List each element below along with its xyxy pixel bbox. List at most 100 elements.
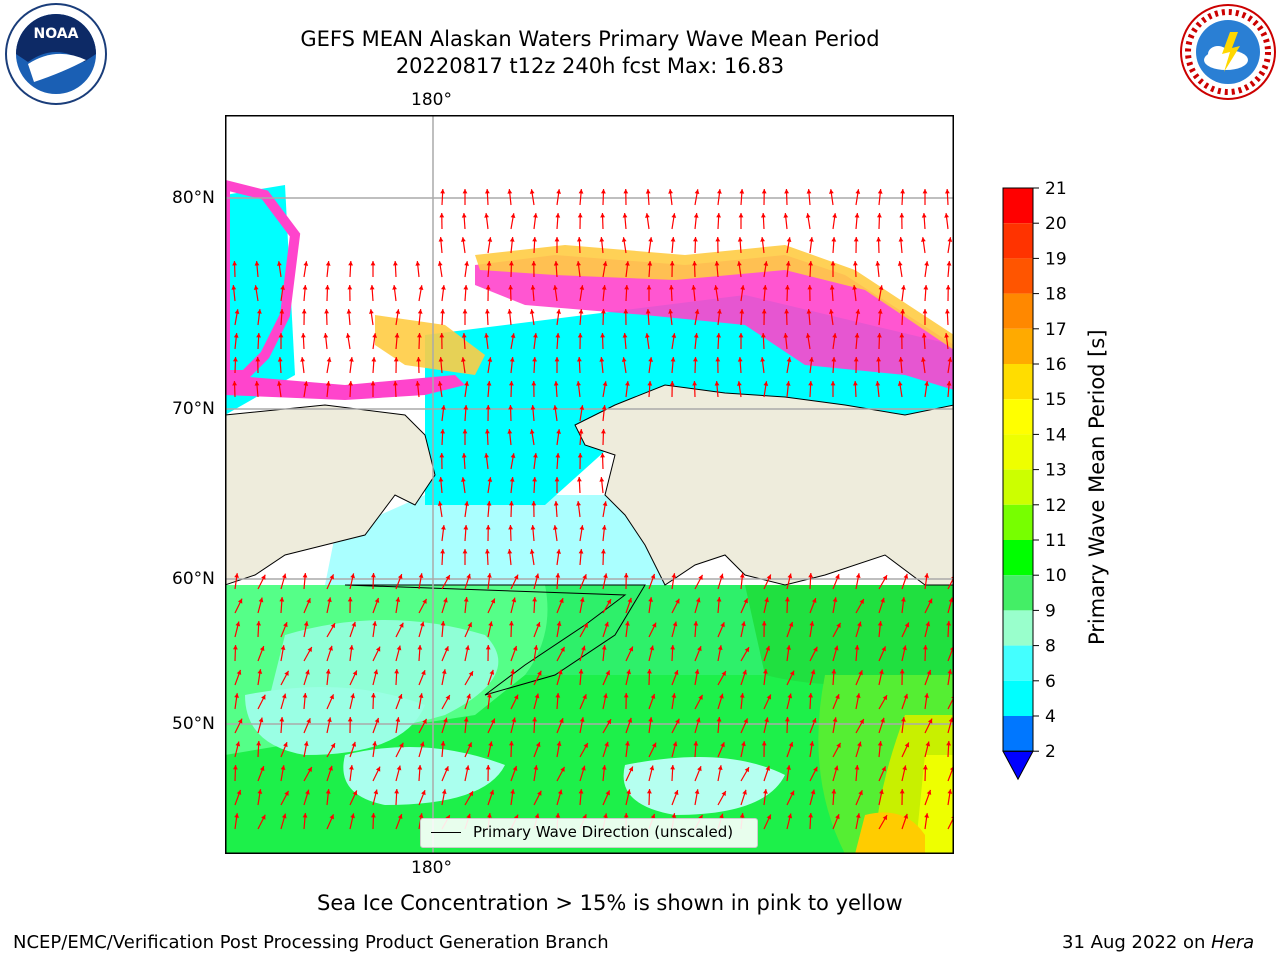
wave-arrow-head bbox=[533, 213, 538, 218]
wave-arrow-head bbox=[417, 765, 423, 770]
wave-arrow-head bbox=[717, 645, 723, 651]
wave-arrow-head bbox=[347, 597, 353, 602]
wave-arrow-head bbox=[716, 213, 722, 218]
wave-arrow-head bbox=[578, 789, 584, 794]
lat-label-70n: 70°N bbox=[172, 399, 215, 419]
wave-arrow-head bbox=[530, 525, 536, 530]
wave-arrow-head bbox=[462, 309, 468, 314]
wave-arrow-head bbox=[486, 501, 492, 506]
wave-arrow-head bbox=[900, 309, 906, 314]
wave-arrow-head bbox=[785, 381, 791, 386]
wave-arrow-head bbox=[601, 525, 607, 530]
wave-arrow-head bbox=[576, 357, 582, 362]
wave-arrow-head bbox=[602, 501, 608, 506]
wave-arrow-head bbox=[921, 333, 927, 338]
wave-arrow-head bbox=[881, 766, 886, 772]
wave-arrow-head bbox=[787, 813, 793, 819]
wave-arrow-head bbox=[877, 309, 883, 314]
wave-arrow-head bbox=[882, 695, 887, 701]
wave-arrow-head bbox=[559, 598, 564, 604]
legend-label: Primary Wave Direction (unscaled) bbox=[473, 823, 734, 841]
wave-arrow-head bbox=[486, 261, 492, 266]
wave-arrow-head bbox=[901, 597, 906, 602]
wave-arrow-head bbox=[832, 333, 837, 338]
legend-line-swatch bbox=[431, 832, 461, 833]
wave-arrow-head bbox=[418, 573, 424, 578]
wave-arrow-head bbox=[578, 669, 584, 674]
wave-arrow-head bbox=[302, 693, 308, 698]
wave-arrow-head bbox=[947, 357, 953, 362]
wave-arrow-head bbox=[419, 741, 425, 747]
wave-arrow-head bbox=[441, 285, 446, 290]
wave-arrow-head bbox=[325, 669, 331, 674]
wave-arrow-head bbox=[419, 621, 425, 627]
wave-arrow-head bbox=[507, 549, 513, 554]
wave-arrow-head bbox=[555, 333, 561, 338]
wave-arrow-head bbox=[485, 765, 491, 770]
svg-text:NOAA: NOAA bbox=[34, 26, 79, 42]
wave-arrow-head bbox=[805, 213, 811, 218]
wave-arrow-head bbox=[556, 429, 561, 434]
wave-arrow-head bbox=[261, 694, 266, 700]
wave-arrow-head bbox=[254, 261, 260, 266]
wave-arrow-head bbox=[555, 813, 561, 818]
wave-arrow-head bbox=[621, 237, 627, 242]
wave-arrow-head bbox=[741, 741, 746, 747]
colorbar-tick-label: 4 bbox=[1045, 707, 1056, 727]
wave-arrow-head bbox=[553, 285, 558, 290]
wave-arrow-head bbox=[604, 621, 609, 627]
wave-arrow-head bbox=[605, 790, 610, 796]
wave-arrow-head bbox=[925, 621, 931, 627]
colorbar-segment bbox=[1003, 504, 1033, 540]
wave-arrow-head bbox=[875, 261, 881, 266]
wave-arrow-head bbox=[739, 189, 745, 194]
wave-arrow-head bbox=[422, 718, 427, 724]
wave-period-map bbox=[225, 115, 954, 858]
wave-arrow-head bbox=[625, 741, 630, 746]
wave-arrow-head bbox=[487, 477, 493, 482]
wave-arrow-head bbox=[351, 741, 357, 747]
wave-arrow-head bbox=[352, 790, 358, 796]
wave-arrow-head bbox=[948, 717, 954, 723]
wave-arrow-head bbox=[463, 717, 469, 722]
wave-arrow-head bbox=[693, 213, 699, 218]
wave-arrow-head bbox=[439, 333, 445, 338]
wave-arrow-head bbox=[783, 333, 789, 338]
wave-arrow-head bbox=[418, 813, 424, 818]
wave-arrow-head bbox=[831, 669, 837, 674]
wave-arrow-head bbox=[237, 718, 243, 724]
wave-arrow-head bbox=[375, 646, 381, 652]
wave-arrow-head bbox=[510, 669, 515, 674]
wave-arrow-head bbox=[484, 213, 489, 218]
wave-arrow-head bbox=[487, 693, 492, 698]
wave-arrow-head bbox=[325, 261, 331, 266]
wave-arrow-head bbox=[900, 189, 906, 194]
land bbox=[225, 384, 954, 696]
wave-arrow-head bbox=[694, 309, 700, 314]
wave-arrow-head bbox=[760, 237, 765, 242]
wave-arrow-head bbox=[350, 573, 355, 579]
wave-arrow-head bbox=[876, 357, 881, 362]
wave-arrow-head bbox=[714, 381, 720, 386]
wave-arrow-head bbox=[877, 741, 883, 746]
wave-arrow-head bbox=[441, 789, 447, 795]
wave-arrow-head bbox=[901, 717, 906, 722]
wave-arrow-head bbox=[556, 741, 562, 746]
wave-arrow-head bbox=[651, 622, 657, 628]
noaa-logo: NOAA bbox=[4, 2, 108, 110]
wave-arrow-head bbox=[418, 693, 424, 698]
wave-arrow-head bbox=[511, 597, 517, 603]
wave-arrow-head bbox=[537, 790, 542, 796]
wave-arrow-head bbox=[622, 213, 628, 218]
wave-arrow-head bbox=[577, 213, 583, 218]
wave-arrow-head bbox=[765, 765, 771, 771]
wave-arrow-head bbox=[374, 717, 380, 723]
wave-arrow-head bbox=[576, 381, 581, 386]
wave-arrow-head bbox=[717, 765, 723, 771]
wave-arrow-head bbox=[600, 213, 605, 218]
wave-arrow-head bbox=[512, 645, 518, 651]
wave-arrow-head bbox=[535, 622, 541, 628]
wave-arrow-head bbox=[739, 309, 745, 314]
wave-arrow-head bbox=[579, 525, 585, 530]
wave-arrow-head bbox=[829, 309, 834, 314]
